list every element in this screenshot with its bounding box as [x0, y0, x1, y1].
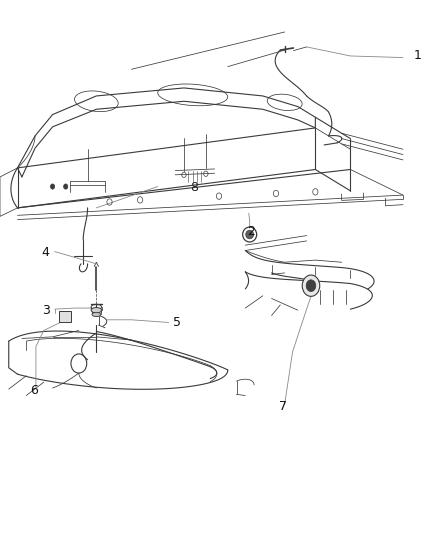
Circle shape [64, 184, 68, 189]
Text: 6: 6 [30, 384, 38, 397]
Ellipse shape [92, 312, 101, 317]
Text: 2: 2 [247, 225, 255, 238]
Text: 3: 3 [42, 304, 49, 317]
Text: 5: 5 [173, 317, 181, 329]
Text: 8: 8 [191, 181, 198, 194]
Circle shape [302, 275, 320, 296]
Ellipse shape [91, 308, 102, 313]
Ellipse shape [246, 230, 254, 239]
Circle shape [50, 184, 55, 189]
Text: 7: 7 [279, 400, 287, 413]
Text: 1: 1 [414, 50, 422, 62]
Text: 4: 4 [42, 246, 49, 259]
Circle shape [306, 280, 316, 292]
FancyBboxPatch shape [59, 311, 71, 322]
